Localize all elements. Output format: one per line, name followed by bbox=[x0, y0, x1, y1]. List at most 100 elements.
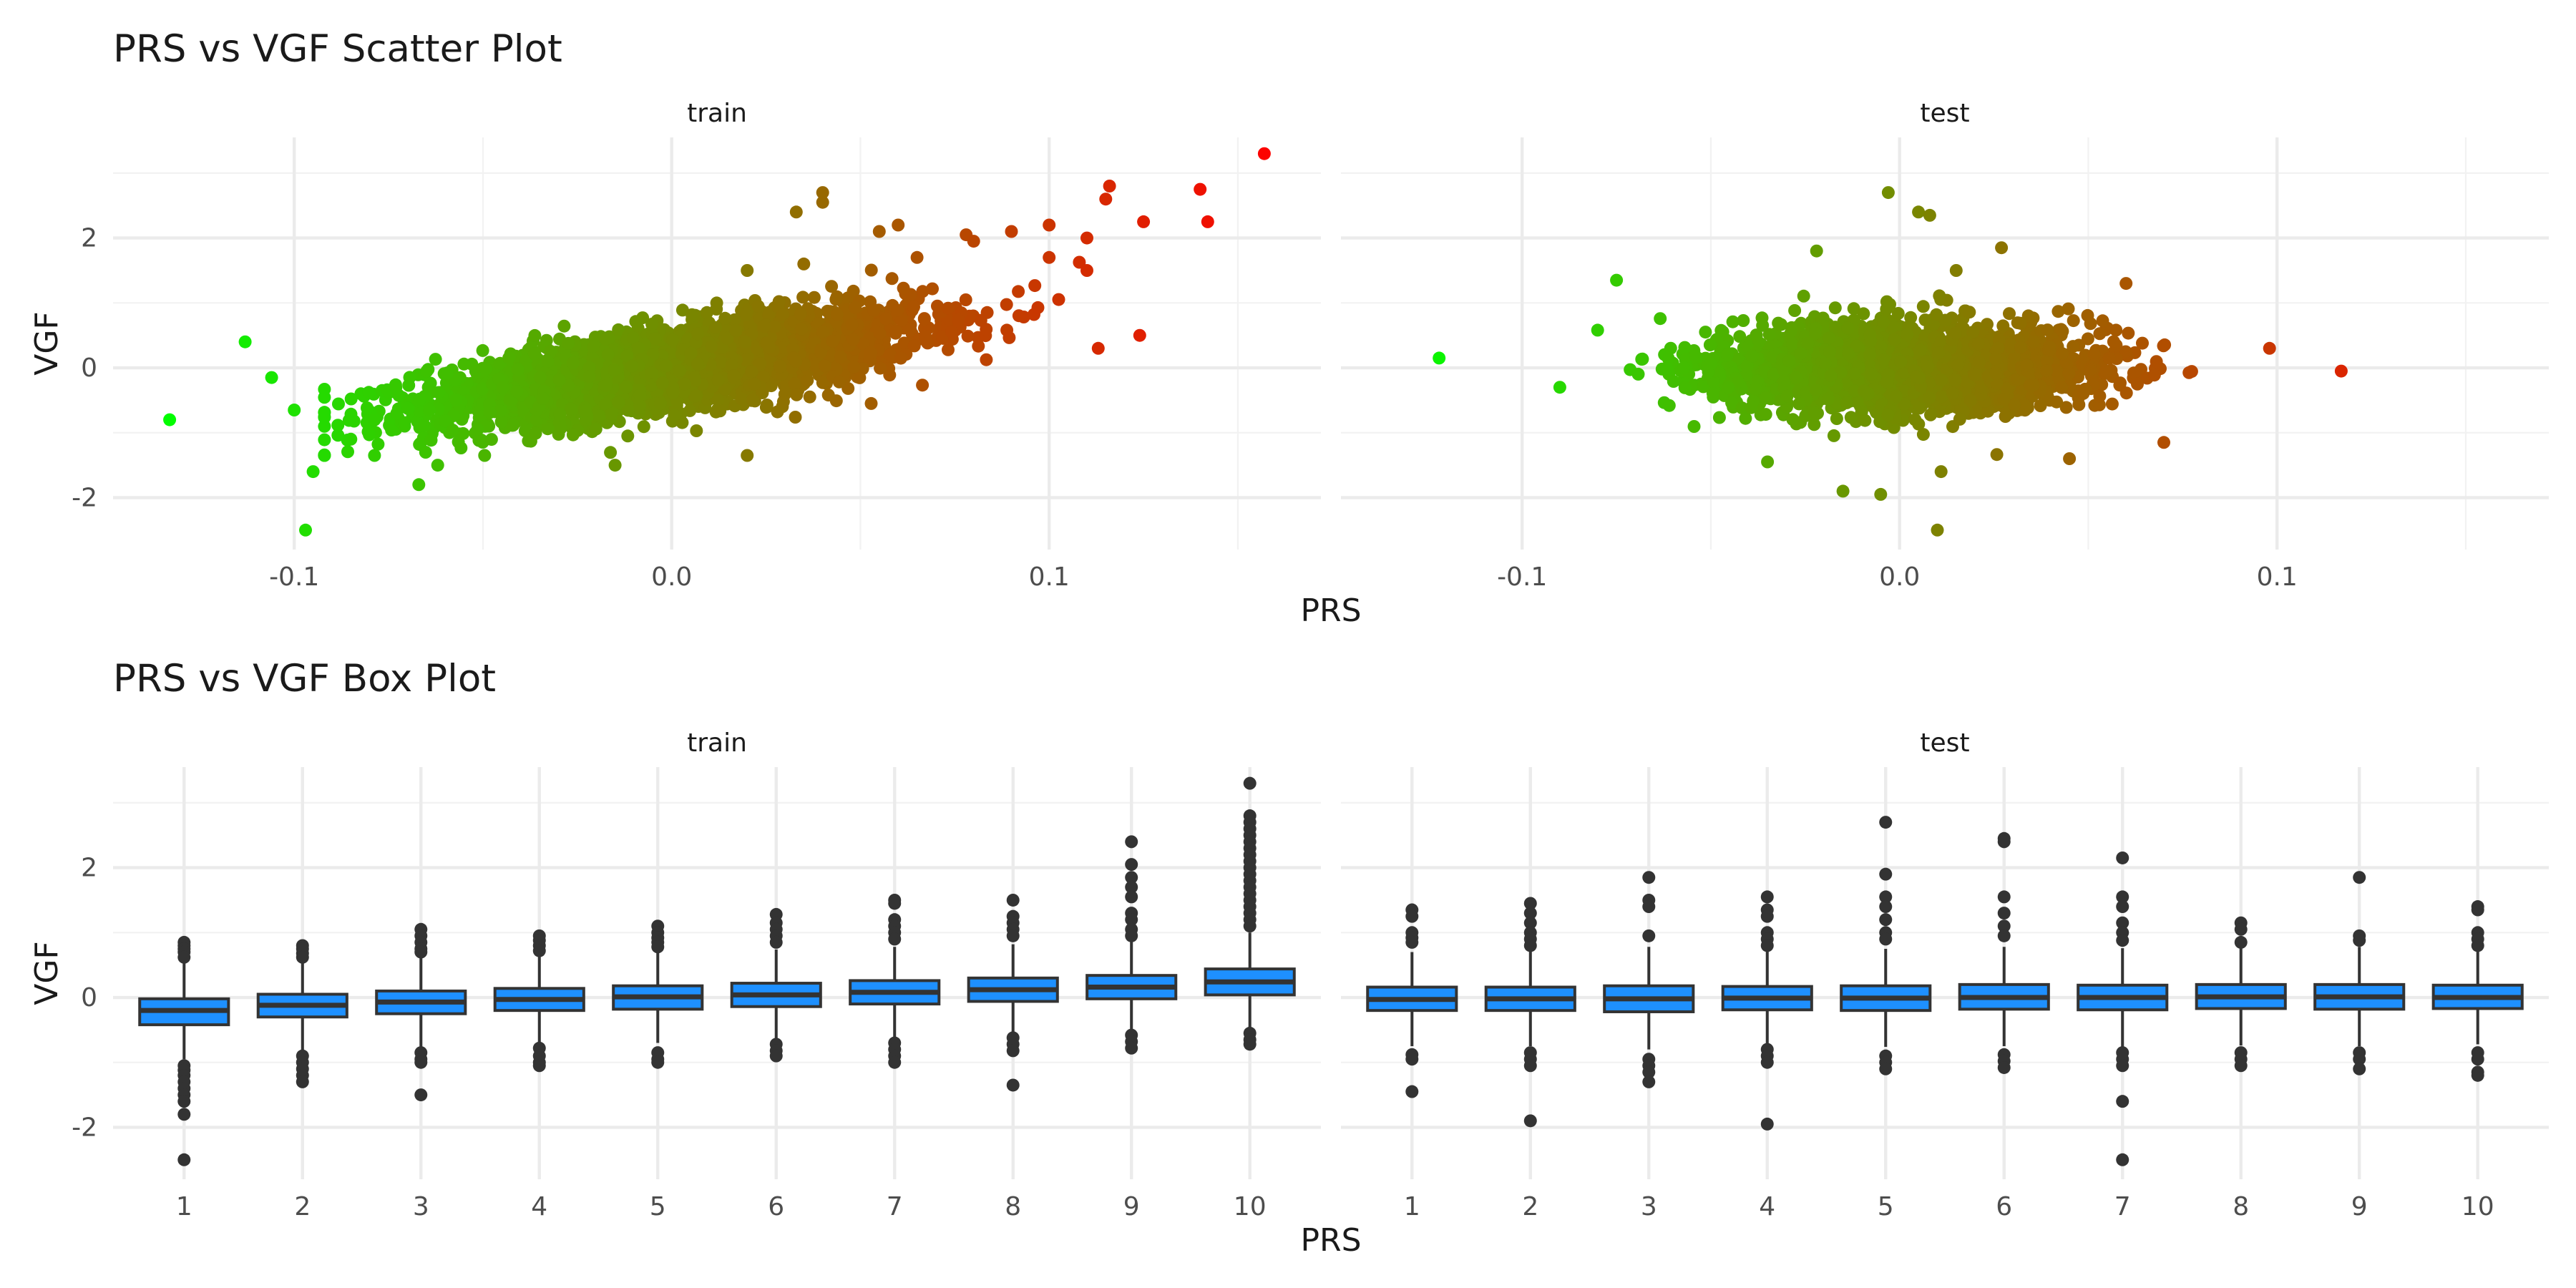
scatter-point bbox=[945, 325, 959, 338]
scatter-point bbox=[582, 370, 596, 384]
scatter-point bbox=[790, 388, 804, 401]
scatter-point bbox=[980, 323, 993, 336]
scatter-point bbox=[1043, 218, 1056, 232]
scatter-point bbox=[1726, 315, 1740, 328]
scatter-point bbox=[789, 355, 803, 368]
scatter-point bbox=[872, 225, 886, 238]
scatter-point bbox=[763, 341, 776, 354]
scatter-point bbox=[690, 389, 703, 403]
scatter-point bbox=[331, 429, 345, 442]
scatter-point bbox=[472, 434, 486, 447]
scatter-point bbox=[741, 264, 754, 277]
scatter-point bbox=[841, 381, 855, 395]
scatter-point bbox=[952, 313, 965, 326]
scatter-point bbox=[1080, 231, 1093, 245]
scatter-point bbox=[429, 353, 442, 366]
scatter-point bbox=[536, 391, 550, 405]
scatter-point bbox=[917, 313, 931, 326]
scatter-point bbox=[533, 371, 547, 384]
scatter-point bbox=[566, 356, 580, 369]
scatter-point bbox=[318, 448, 331, 462]
scatter-point bbox=[942, 343, 955, 356]
scatter-point bbox=[821, 389, 835, 402]
scatter-point bbox=[673, 364, 686, 377]
scatter-point bbox=[2127, 366, 2140, 380]
scatter-point bbox=[1257, 147, 1271, 160]
scatter-point bbox=[554, 421, 567, 435]
scatter-point bbox=[910, 250, 924, 264]
scatter-point bbox=[418, 419, 431, 432]
scatter-point bbox=[441, 366, 454, 380]
scatter-point bbox=[772, 295, 786, 308]
scatter-point bbox=[666, 386, 680, 399]
scatter-point bbox=[980, 353, 993, 366]
scatter-point bbox=[449, 393, 463, 406]
scatter-point bbox=[2081, 332, 2094, 346]
scatter-point bbox=[795, 322, 809, 336]
scatter-point bbox=[632, 341, 645, 355]
scatter-plot-title: PRS vs VGF Scatter Plot bbox=[113, 27, 562, 71]
scatter-point bbox=[341, 445, 354, 459]
scatter-point bbox=[431, 386, 445, 399]
scatter-point bbox=[299, 523, 312, 537]
scatter-point bbox=[891, 303, 904, 317]
scatter-point bbox=[746, 394, 760, 407]
scatter-point bbox=[1916, 300, 1930, 313]
scatter-point bbox=[757, 319, 771, 333]
scatter-strip-label-test: test bbox=[1920, 99, 1969, 128]
scatter-point bbox=[1636, 352, 1649, 366]
scatter-point bbox=[1052, 293, 1065, 306]
scatter-point bbox=[668, 409, 681, 422]
scatter-point bbox=[368, 449, 381, 462]
scatter-point bbox=[845, 318, 859, 331]
scatter-point bbox=[894, 351, 907, 365]
scatter-point bbox=[363, 428, 376, 441]
scatter-point bbox=[1591, 323, 1604, 337]
scatter-point bbox=[847, 284, 860, 298]
scatter-point bbox=[454, 441, 468, 454]
scatter-point bbox=[921, 336, 935, 350]
scatter-point bbox=[690, 424, 703, 437]
scatter-point bbox=[711, 394, 725, 407]
scatter-point bbox=[238, 335, 252, 348]
scatter-point bbox=[711, 374, 725, 387]
scatter-point bbox=[931, 299, 944, 313]
scatter-point bbox=[599, 333, 613, 346]
scatter-point bbox=[832, 375, 846, 389]
scatter-point bbox=[484, 433, 498, 447]
scatter-point bbox=[691, 357, 705, 371]
scatter-point bbox=[557, 319, 571, 333]
scatter-point bbox=[371, 437, 385, 451]
scatter-point bbox=[654, 396, 668, 410]
scatter-point bbox=[691, 327, 704, 341]
scatter-point bbox=[864, 346, 877, 359]
scatter-point bbox=[867, 303, 881, 317]
scatter-point bbox=[713, 404, 727, 418]
scatter-point bbox=[471, 423, 484, 436]
scatter-point bbox=[666, 333, 679, 347]
scatter-point bbox=[834, 351, 847, 364]
scatter-point bbox=[980, 306, 994, 319]
scatter-point bbox=[849, 301, 862, 314]
scatter-point bbox=[612, 323, 625, 336]
scatter-point bbox=[830, 308, 844, 321]
scatter-point bbox=[385, 424, 399, 436]
scatter-point bbox=[829, 293, 843, 306]
scatter-point bbox=[739, 308, 753, 321]
scatter-point bbox=[403, 371, 416, 384]
scatter-point bbox=[457, 357, 471, 371]
scatter-point bbox=[897, 281, 910, 295]
scatter-point bbox=[502, 351, 516, 365]
scatter-point bbox=[527, 347, 541, 361]
scatter-point bbox=[541, 354, 555, 368]
scatter-plot: PRS vs VGF Scatter Plot train test -202-… bbox=[29, 27, 2549, 629]
scatter-point bbox=[759, 401, 773, 414]
scatter-point bbox=[1028, 279, 1042, 293]
scatter-point bbox=[608, 363, 620, 376]
scatter-point bbox=[318, 391, 331, 404]
scatter-point bbox=[2067, 314, 2080, 328]
scatter-point bbox=[873, 326, 887, 340]
scatter-point bbox=[496, 381, 509, 394]
scatter-point bbox=[589, 422, 602, 436]
scatter-point bbox=[1012, 285, 1025, 298]
